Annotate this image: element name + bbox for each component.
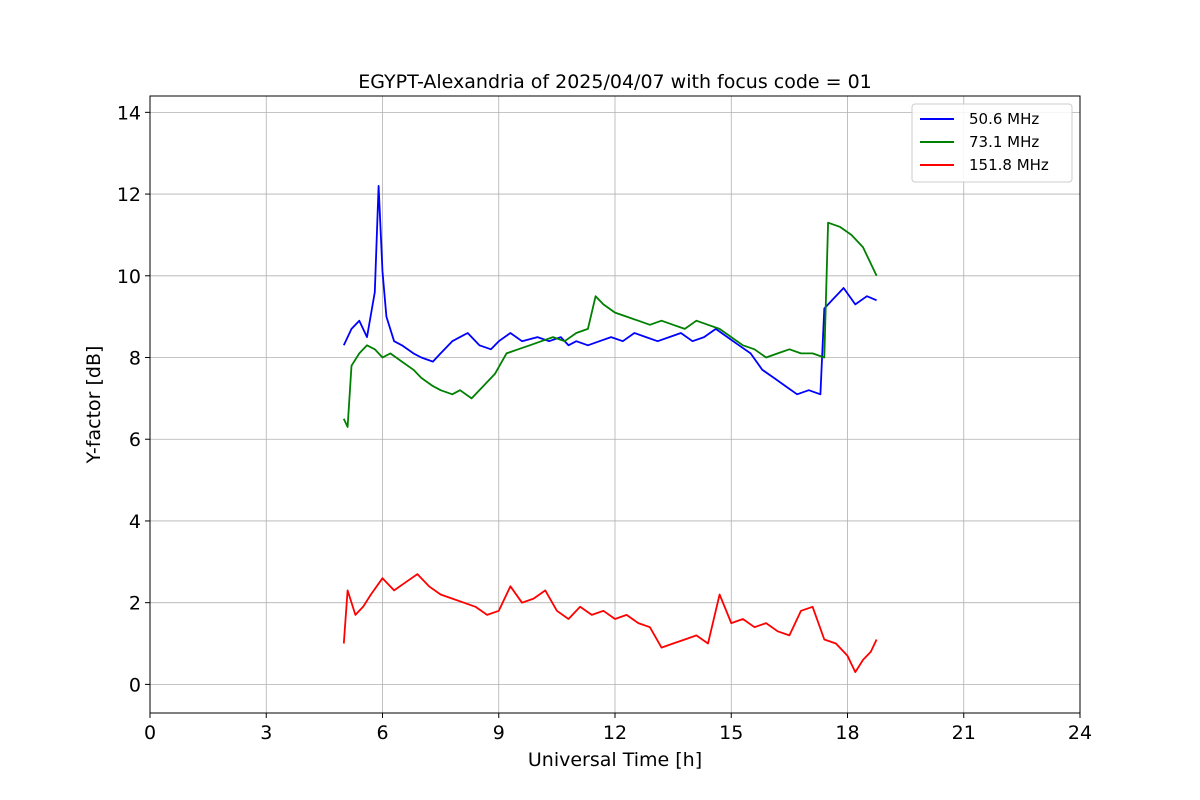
x-tick-label: 24: [1068, 722, 1092, 744]
y-tick-label: 12: [117, 184, 141, 206]
x-tick-label: 6: [376, 722, 388, 744]
y-tick-label: 8: [129, 348, 141, 370]
x-tick-label: 12: [603, 722, 627, 744]
legend-label: 73.1 MHz: [969, 133, 1039, 151]
series-line-50-6-mhz: [342, 184, 877, 396]
grid: [149, 96, 1081, 713]
x-tick-label: 18: [835, 722, 859, 744]
chart-title: EGYPT-Alexandria of 2025/04/07 with focu…: [358, 71, 872, 93]
series-group: [342, 184, 878, 673]
y-tick-label: 14: [117, 102, 141, 124]
y-tick-label: 0: [129, 674, 141, 696]
series-line-73-1-mhz: [342, 221, 878, 428]
y-tick-label: 10: [117, 266, 141, 288]
x-tick-label: 0: [144, 722, 156, 744]
legend-label: 151.8 MHz: [969, 156, 1049, 174]
y-axis-label: Y-factor [dB]: [83, 346, 105, 465]
x-tick-label: 3: [260, 722, 272, 744]
x-tick-label: 21: [952, 722, 976, 744]
legend: 50.6 MHz 73.1 MHz 151.8 MHz: [911, 103, 1073, 183]
y-tick-label: 6: [129, 429, 141, 451]
series-line-151-8-mhz: [342, 573, 878, 673]
legend-label: 50.6 MHz: [969, 110, 1039, 128]
y-tick-label: 2: [129, 593, 141, 615]
x-axis-label: Universal Time [h]: [528, 749, 702, 771]
legend-box: [911, 103, 1073, 183]
x-tick-label: 9: [493, 722, 505, 744]
y-tick-label: 4: [129, 511, 141, 533]
x-tick-label: 15: [719, 722, 743, 744]
